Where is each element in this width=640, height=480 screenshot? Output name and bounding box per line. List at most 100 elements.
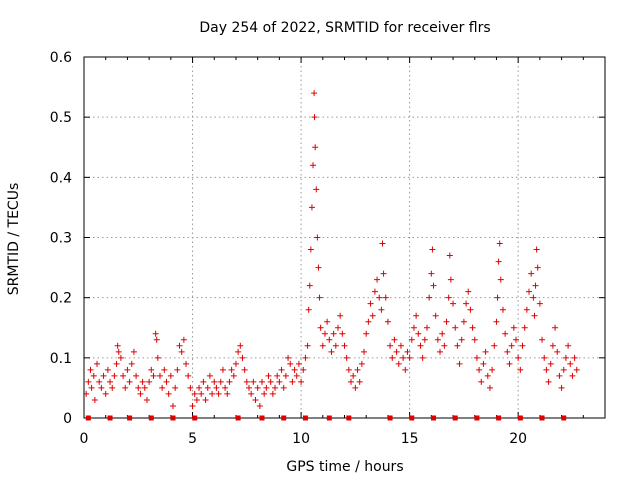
data-point [150, 372, 157, 379]
data-point [361, 348, 368, 355]
data-point [230, 372, 237, 379]
data-point [504, 348, 511, 355]
data-point [124, 366, 131, 373]
baseline-marker [326, 415, 332, 421]
data-point [469, 324, 476, 331]
data-point [256, 402, 263, 409]
y-tick-label: 0.4 [50, 170, 72, 186]
data-point [272, 384, 279, 391]
data-point [404, 348, 411, 355]
baseline-marker [170, 415, 176, 421]
data-point [415, 330, 422, 337]
data-point [445, 294, 452, 301]
data-point [295, 360, 302, 367]
data-point [539, 336, 546, 343]
data-point [456, 360, 463, 367]
baseline-marker [259, 415, 265, 421]
baseline-marker [281, 415, 287, 421]
data-point [571, 354, 578, 361]
data-point [447, 276, 454, 283]
baseline-marker [127, 415, 133, 421]
data-point [429, 246, 436, 253]
data-point [219, 366, 226, 373]
data-point [176, 342, 183, 349]
data-point [114, 342, 121, 349]
data-point [100, 372, 107, 379]
data-point [191, 390, 198, 397]
data-point [413, 312, 420, 319]
data-point [369, 312, 376, 319]
data-point [302, 354, 309, 361]
data-point [259, 378, 266, 385]
data-point [152, 330, 159, 337]
data-point [237, 342, 244, 349]
data-point [265, 372, 272, 379]
data-point [109, 384, 116, 391]
data-point [348, 378, 355, 385]
data-point [156, 372, 163, 379]
data-point [521, 324, 528, 331]
data-point [376, 294, 383, 301]
data-point [558, 384, 565, 391]
data-point [502, 330, 509, 337]
data-point [434, 336, 441, 343]
data-point [139, 378, 146, 385]
baseline-marker [431, 415, 437, 421]
data-point [430, 282, 437, 289]
data-point [88, 384, 95, 391]
data-point [337, 312, 344, 319]
data-point [189, 402, 196, 409]
data-point [345, 366, 352, 373]
data-point [261, 390, 268, 397]
data-point [319, 342, 326, 349]
data-point [510, 324, 517, 331]
data-point [367, 300, 374, 307]
x-tick-label: 10 [292, 431, 310, 447]
data-point [187, 384, 194, 391]
data-point [421, 336, 428, 343]
data-point [458, 336, 465, 343]
data-point [478, 378, 485, 385]
data-point [533, 246, 540, 253]
x-tick-label: 0 [80, 431, 89, 447]
data-point [419, 354, 426, 361]
data-point [137, 390, 144, 397]
y-tick-label: 0.1 [50, 351, 72, 367]
data-point [397, 342, 404, 349]
baseline-marker [474, 415, 480, 421]
data-point [183, 360, 190, 367]
data-point [206, 372, 213, 379]
data-point [489, 366, 496, 373]
data-point [310, 162, 317, 169]
data-point [350, 372, 357, 379]
data-point [311, 114, 318, 121]
data-point [120, 372, 127, 379]
data-point [128, 360, 135, 367]
data-point [174, 366, 181, 373]
data-point [482, 348, 489, 355]
y-tick-label: 0.3 [50, 231, 72, 247]
data-point [480, 360, 487, 367]
data-point [354, 366, 361, 373]
data-point [298, 378, 305, 385]
data-point [410, 324, 417, 331]
data-point [446, 252, 453, 259]
data-point [450, 300, 457, 307]
data-point [508, 342, 515, 349]
data-point [167, 372, 174, 379]
data-point [402, 366, 409, 373]
data-point [102, 390, 109, 397]
data-point [512, 336, 519, 343]
data-point [287, 360, 294, 367]
data-point [135, 384, 142, 391]
data-point [111, 372, 118, 379]
data-point [567, 360, 574, 367]
data-point [85, 378, 92, 385]
data-point [326, 336, 333, 343]
data-point [547, 360, 554, 367]
data-point [417, 342, 424, 349]
data-point [543, 366, 550, 373]
data-point [91, 396, 98, 403]
data-point [519, 342, 526, 349]
data-point [496, 240, 503, 247]
